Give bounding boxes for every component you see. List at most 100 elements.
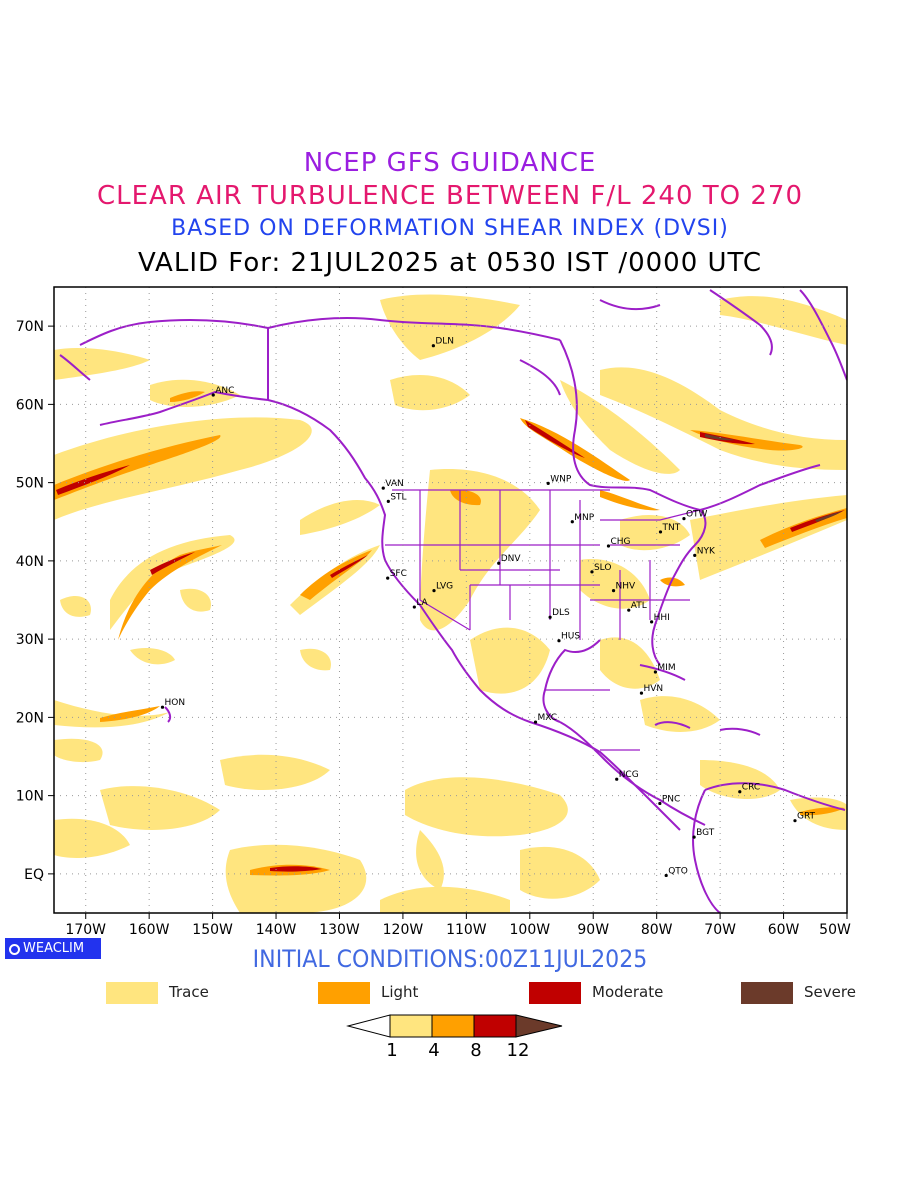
city-label: ATL: [631, 601, 647, 611]
city-marker: [557, 639, 561, 643]
city-label: LA: [416, 598, 428, 608]
lon-label: 50W: [819, 922, 851, 938]
city-marker: [639, 691, 644, 695]
city-marker: [793, 819, 797, 823]
city-label: SFC: [390, 569, 407, 579]
colorbar-segment-trace: [389, 1014, 433, 1038]
title-line-3: BASED ON DEFORMATION SHEAR INDEX (DVSI): [171, 216, 729, 241]
lon-label: 140W: [256, 922, 297, 938]
colorbar-tick: 4: [428, 1040, 439, 1061]
city-marker: [611, 589, 616, 593]
city-marker: [432, 589, 436, 593]
lon-label: 110W: [446, 922, 487, 938]
valid-time: VALID For: 21JUL2025 at 0530 IST /0000 U…: [137, 248, 763, 278]
city-marker: [738, 790, 742, 794]
colorbar-high-arrow: [515, 1014, 563, 1038]
city-marker: [211, 393, 215, 397]
colorbar-low-arrow: [346, 1014, 391, 1038]
lon-label: 60W: [768, 922, 800, 938]
city-marker: [658, 801, 662, 806]
city-marker: [570, 520, 574, 524]
city-label: CHG: [610, 537, 630, 547]
colorbar-tick: 1: [386, 1040, 397, 1061]
city-labels: DLN ANC VAN STL WNP MNP TNT OTW CHG NYK DNV SFC LVG S…: [160, 337, 816, 878]
lat-label: 60N: [16, 397, 44, 413]
city-label: NCG: [619, 770, 639, 780]
state-borders: [385, 489, 701, 751]
city-marker: [606, 544, 611, 548]
lon-label: 170W: [65, 922, 106, 938]
city-marker: [533, 720, 538, 724]
lon-label: 70W: [704, 922, 736, 938]
lat-label: 70N: [16, 319, 44, 335]
longitude-labels: 170W 160W 150W 140W 130W 120W 110W 100W 90W 80W 70…: [65, 913, 851, 938]
city-marker: [615, 777, 619, 781]
lon-label: 130W: [319, 922, 360, 938]
legend-label: Moderate: [592, 983, 664, 1001]
city-marker: [431, 344, 435, 348]
city-label: DLS: [552, 608, 570, 618]
city-marker: [546, 481, 550, 486]
city-marker: [693, 553, 697, 557]
city-marker: [160, 705, 165, 709]
city-marker: [682, 517, 686, 521]
lon-label: 160W: [129, 922, 170, 938]
lat-label: EQ: [24, 867, 44, 883]
city-label: QTO: [668, 866, 688, 876]
lon-label: 90W: [577, 922, 609, 938]
colorbar: 1 4 8 12: [346, 1014, 563, 1061]
city-label: SLO: [594, 563, 612, 573]
city-marker: [653, 670, 658, 674]
city-marker: [627, 608, 631, 612]
city-label: HHI: [654, 613, 670, 623]
city-label: HVN: [643, 684, 663, 694]
city-marker: [548, 615, 552, 619]
weaclim-logo: WEACLIM: [5, 938, 101, 959]
city-label: VAN: [385, 479, 403, 489]
city-label: HUS: [561, 632, 580, 642]
city-label: TNT: [661, 523, 680, 533]
legend-label: Trace: [169, 983, 209, 1001]
city-label: LVG: [436, 582, 453, 592]
lon-label: 120W: [383, 922, 424, 938]
latitude-labels: 70N 60N 50N 40N 30N 20N 10N EQ: [16, 319, 54, 883]
city-label: CRC: [742, 783, 760, 793]
title-line-2: CLEAR AIR TURBULENCE BETWEEN F/L 240 TO …: [96, 181, 804, 211]
city-marker: [497, 561, 501, 565]
lat-label: 20N: [16, 710, 44, 726]
lon-label: 100W: [510, 922, 551, 938]
city-marker: [692, 835, 696, 839]
colorbar-segment-light: [431, 1014, 475, 1038]
legend-swatch: [318, 982, 370, 1004]
city-marker: [386, 499, 390, 504]
lat-label: 40N: [16, 554, 44, 570]
lat-label: 50N: [16, 476, 44, 492]
legend-swatch: [741, 982, 793, 1004]
colorbar-segment-moderate: [473, 1014, 517, 1038]
city-marker: [590, 570, 594, 574]
coastlines-and-borders: [59, 289, 847, 913]
city-marker: [658, 530, 663, 534]
graticule: [54, 287, 848, 913]
city-label: DLN: [435, 337, 454, 347]
legend-label: Severe: [804, 983, 856, 1001]
city-label: STL: [390, 492, 406, 502]
map-frame: [53, 286, 848, 914]
city-label: BGT: [696, 828, 715, 838]
lat-label: 30N: [16, 632, 44, 648]
city-label: ANC: [215, 386, 234, 396]
city-label: NHV: [616, 582, 637, 592]
circle-icon: [9, 944, 20, 955]
city-marker: [650, 620, 654, 624]
city-label: OTW: [686, 510, 708, 520]
city-label: PNC: [662, 794, 680, 804]
city-marker: [381, 486, 385, 490]
colorbar-tick: 12: [507, 1040, 530, 1061]
city-label: MNP: [574, 513, 594, 523]
weaclim-label: WEACLIM: [23, 941, 85, 956]
city-label: MIM: [657, 663, 675, 673]
title-line-1: NCEP GFS GUIDANCE: [303, 148, 597, 178]
city-marker: [664, 873, 668, 878]
city-label: NYK: [697, 546, 716, 556]
